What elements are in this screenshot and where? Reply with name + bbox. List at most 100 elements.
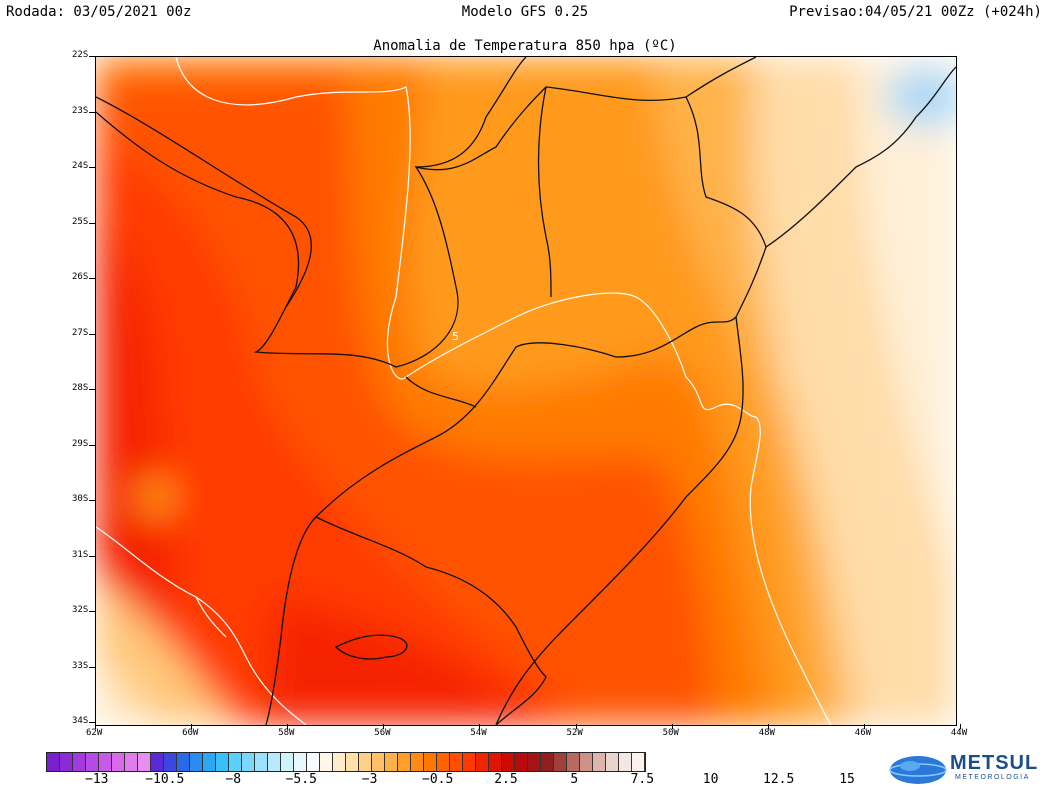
color-scale-cell	[268, 753, 281, 771]
color-scale-label: 2.5	[494, 772, 518, 787]
color-scale-label: −13	[85, 772, 109, 787]
latitude-label: 32S	[72, 605, 89, 615]
color-scale-cell	[203, 753, 216, 771]
longitude-label: 44W	[950, 728, 968, 738]
color-scale-cell	[437, 753, 450, 771]
color-scale-cell	[359, 753, 372, 771]
latitude-tick	[89, 167, 95, 168]
color-scale-cell	[216, 753, 229, 771]
latitude-label: 29S	[72, 438, 89, 449]
latitude-label: 26S	[72, 272, 89, 282]
color-scale-cell	[385, 753, 398, 771]
longitude-label: 54W	[470, 728, 487, 738]
color-scale-cell	[515, 753, 528, 771]
color-scale-cell	[632, 753, 645, 771]
longitude-label: 52W	[566, 728, 583, 738]
brand-name: METSUL	[950, 752, 1039, 774]
color-scale-cell	[255, 753, 268, 771]
color-scale-cell	[346, 753, 359, 771]
longitude-label: 58W	[278, 728, 295, 738]
latitude-tick	[89, 722, 95, 723]
latitude-label: 34S	[72, 716, 89, 726]
color-scale-cell	[489, 753, 502, 771]
latitude-tick	[89, 333, 95, 335]
latitude-label: 25S	[72, 216, 89, 227]
latitude-tick	[89, 444, 95, 446]
latitude-label: 23S	[72, 105, 89, 116]
color-scale-label: 7.5	[630, 772, 655, 787]
latitude-label: 30S	[72, 494, 89, 504]
color-scale-cell	[606, 753, 619, 771]
longitude-label: 48W	[758, 728, 775, 738]
color-scale-cell	[463, 753, 476, 771]
longitude-tick	[287, 724, 289, 729]
metsul-logo-globe-icon	[889, 756, 947, 784]
longitude-label: 46W	[854, 728, 872, 738]
longitude-label: 60W	[182, 728, 199, 738]
color-scale-cell	[619, 753, 632, 771]
color-scale-cell	[411, 753, 424, 771]
color-scale-cell	[398, 753, 411, 771]
latitude-tick	[89, 111, 95, 113]
color-scale-cell	[164, 753, 177, 771]
latitude-label: 33S	[72, 660, 89, 671]
color-scale-cell	[528, 753, 541, 771]
color-scale-cell	[567, 753, 580, 771]
latitude-tick	[89, 222, 95, 224]
longitude-tick	[767, 724, 769, 729]
color-scale-cell	[333, 753, 346, 771]
latitude-tick	[89, 500, 95, 501]
longitude-label: 56W	[374, 728, 391, 738]
color-scale-cell	[99, 753, 112, 771]
run-time-label: Rodada: 03/05/2021 00z	[6, 4, 192, 20]
color-scale-cell	[138, 753, 151, 771]
longitude-label: 62W	[86, 728, 103, 738]
color-scale-cell	[593, 753, 606, 771]
color-scale-label: −8	[225, 772, 242, 787]
latitude-label: 22S	[72, 50, 89, 60]
color-scale-label: 5	[570, 772, 579, 787]
color-scale-label: 15	[839, 772, 855, 787]
map-panel: 5	[95, 56, 957, 726]
color-scale-cell	[86, 753, 99, 771]
color-scale-cell	[580, 753, 593, 771]
latitude-label: 24S	[72, 161, 89, 171]
color-scale-cell	[554, 753, 567, 771]
color-scale-cell	[541, 753, 554, 771]
latitude-tick	[89, 56, 95, 57]
color-scale-cell	[190, 753, 203, 771]
color-scale-cell	[47, 753, 60, 771]
color-scale-cell	[229, 753, 242, 771]
latitude-label: 31S	[72, 549, 89, 560]
color-scale-bar	[46, 752, 646, 772]
color-scale-label: −0.5	[422, 772, 454, 787]
longitude-label: 50W	[662, 728, 679, 738]
latitude-tick	[89, 555, 95, 557]
contour-label: 5	[452, 330, 459, 343]
color-scale-label: 10	[702, 772, 719, 787]
color-scale-cell	[281, 753, 294, 771]
latitude-tick	[89, 666, 95, 668]
color-scale-cell	[125, 753, 138, 771]
color-scale-cell	[151, 753, 164, 771]
longitude-tick	[191, 724, 193, 729]
map-title: Anomalia de Temperatura 850 hpa (ºC)	[373, 38, 677, 54]
color-scale-cell	[502, 753, 515, 771]
longitude-tick	[383, 724, 385, 729]
brand-subtitle: METEOROLOGIA	[955, 774, 1030, 781]
temperature-anomaly-map: 5	[96, 57, 956, 725]
color-scale-label: 12.5	[763, 772, 795, 787]
longitude-tick	[959, 724, 961, 729]
forecast-time-label: Previsao:04/05/21 00Zz (+024h)	[789, 4, 1042, 20]
latitude-tick	[89, 611, 95, 612]
color-scale-label: −10.5	[145, 772, 185, 787]
color-scale-cell	[112, 753, 125, 771]
color-scale-cell	[73, 753, 86, 771]
color-scale-cell	[424, 753, 437, 771]
color-scale-label: −5.5	[285, 772, 317, 787]
latitude-tick	[89, 389, 95, 390]
latitude-label: 28S	[72, 383, 89, 393]
color-scale-cell	[307, 753, 320, 771]
color-scale-label: −3	[361, 772, 378, 787]
longitude-tick	[95, 724, 96, 729]
